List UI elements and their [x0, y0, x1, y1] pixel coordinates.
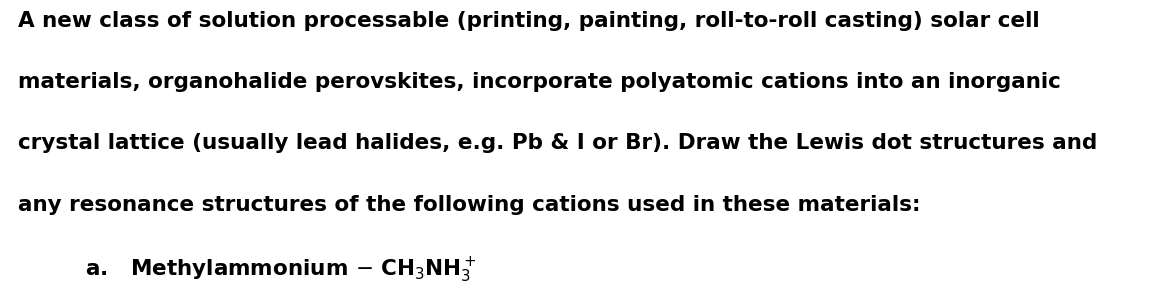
Text: A new class of solution processable (printing, painting, roll-to-roll casting) s: A new class of solution processable (pri…: [18, 11, 1039, 31]
Text: a.   Methylammonium $-$ CH$_3$NH$_3^+$: a. Methylammonium $-$ CH$_3$NH$_3^+$: [85, 256, 475, 284]
Text: materials, organohalide perovskites, incorporate polyatomic cations into an inor: materials, organohalide perovskites, inc…: [18, 72, 1060, 92]
Text: any resonance structures of the following cations used in these materials:: any resonance structures of the followin…: [18, 195, 920, 214]
Text: crystal lattice (usually lead halides, e.g. Pb & I or Br). Draw the Lewis dot st: crystal lattice (usually lead halides, e…: [18, 133, 1097, 153]
